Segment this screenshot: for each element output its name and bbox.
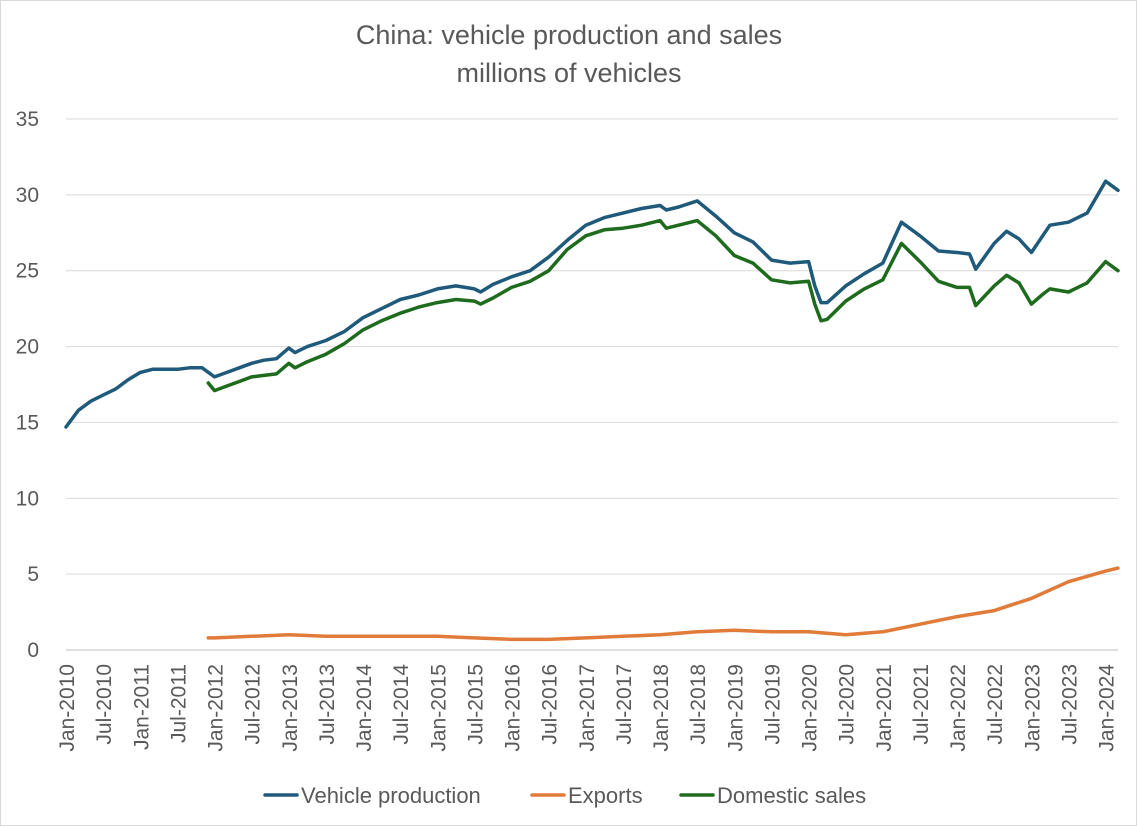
- gridlines: [66, 118, 1118, 651]
- x-tick-label: Jan-2014: [353, 664, 376, 752]
- series-line-domestic-sales: [206, 218, 1120, 393]
- y-tick-label: 35: [16, 108, 39, 131]
- series-lines: [64, 179, 1120, 642]
- legend-label-vehicle-production: Vehicle production: [301, 783, 481, 808]
- x-axis: Jan-2010 Jul-2010 Jan-2011 Jul-2011 Jan-2012…: [56, 664, 1119, 752]
- series-line-vehicle-production: [64, 179, 1120, 429]
- x-tick-label: Jul-2017: [613, 664, 636, 745]
- x-tick-label: Jan-2023: [1021, 664, 1044, 752]
- x-tick-label: Jul-2020: [836, 664, 859, 745]
- x-tick-label: Jul-2018: [687, 664, 710, 745]
- x-tick-label: Jan-2013: [279, 664, 302, 752]
- x-tick-label: Jul-2012: [242, 664, 265, 745]
- legend-label-domestic-sales: Domestic sales: [717, 783, 866, 808]
- x-tick-label: Jul-2014: [390, 664, 413, 745]
- series-line-exports: [206, 566, 1120, 642]
- y-tick-label: 10: [16, 487, 39, 510]
- x-tick-label: Jan-2019: [724, 664, 747, 752]
- x-tick-label: Jan-2022: [947, 664, 970, 752]
- y-axis: 0 5 10 15 20 25 30 35: [16, 108, 39, 662]
- x-tick-label: Jan-2015: [427, 664, 450, 752]
- y-tick-label: 5: [27, 563, 39, 586]
- x-tick-label: Jul-2010: [93, 664, 116, 745]
- x-tick-label: Jan-2021: [873, 664, 896, 752]
- x-tick-label: Jan-2024: [1096, 664, 1119, 752]
- x-tick-label: Jul-2021: [910, 664, 933, 745]
- x-tick-label: Jan-2020: [799, 664, 822, 752]
- x-tick-label: Jul-2019: [761, 664, 784, 745]
- x-tick-label: Jan-2012: [205, 664, 228, 752]
- x-tick-label: Jul-2015: [464, 664, 487, 745]
- chart-subtitle: millions of vehicles: [456, 58, 681, 88]
- x-tick-label: Jul-2023: [1058, 664, 1081, 745]
- x-tick-label: Jan-2017: [576, 664, 599, 752]
- chart-title: China: vehicle production and sales: [356, 20, 782, 50]
- y-tick-label: 15: [16, 411, 39, 434]
- y-tick-label: 20: [16, 336, 39, 359]
- x-tick-label: Jul-2013: [316, 664, 339, 745]
- legend-label-exports: Exports: [568, 783, 643, 808]
- x-tick-label: Jan-2011: [130, 664, 153, 750]
- x-tick-label: Jul-2022: [984, 664, 1007, 745]
- x-tick-label: Jan-2018: [650, 664, 673, 752]
- y-tick-label: 25: [16, 260, 39, 283]
- x-tick-label: Jul-2011: [167, 664, 190, 743]
- y-tick-label: 0: [27, 639, 39, 662]
- x-tick-label: Jul-2016: [539, 664, 562, 745]
- legend: Vehicle production Exports Domestic sales: [263, 783, 866, 808]
- x-tick-label: Jan-2016: [502, 664, 525, 752]
- y-tick-label: 30: [16, 184, 39, 207]
- x-tick-label: Jan-2010: [56, 664, 79, 752]
